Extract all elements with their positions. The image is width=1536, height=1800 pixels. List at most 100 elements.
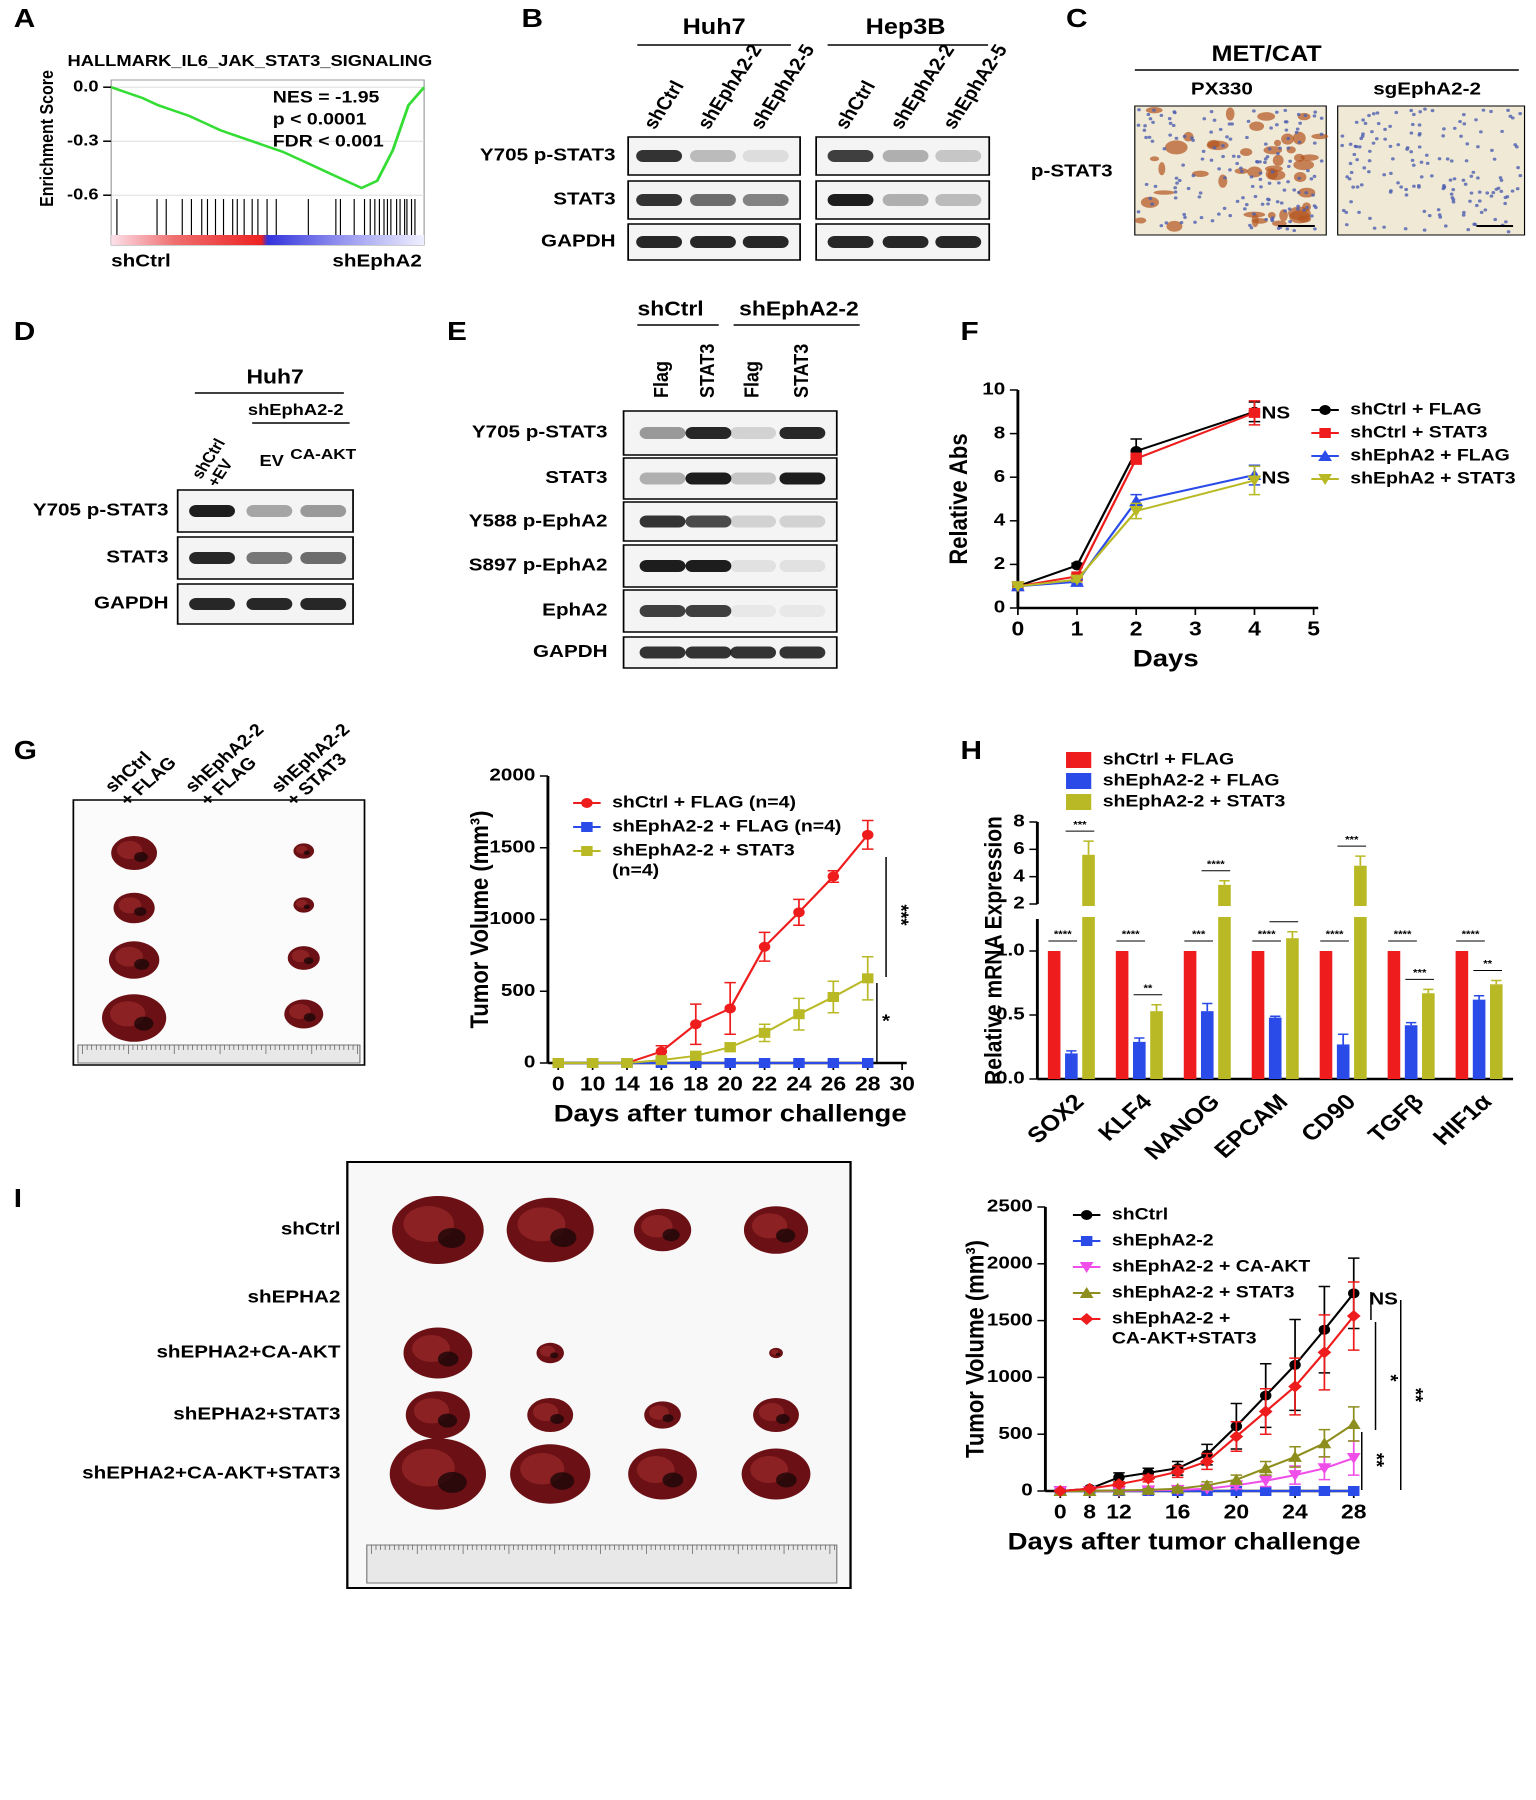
ihc-nucleus <box>1348 161 1353 166</box>
ihc-nucleus <box>1430 109 1435 113</box>
series-line <box>1017 474 1255 588</box>
legend-label: shEphA2-2 + CA-AKT+STAT3 <box>1112 1308 1257 1348</box>
ihc-nucleus <box>1412 112 1416 117</box>
ihc-nucleus <box>1209 158 1214 162</box>
ihc-nucleus <box>1259 185 1263 189</box>
error-bar <box>1083 840 1094 855</box>
x-tick-label: 16 <box>649 1073 675 1095</box>
ihc-nucleus <box>1466 228 1471 232</box>
ihc-nucleus <box>1462 210 1466 215</box>
ihc-nucleus <box>1312 141 1317 145</box>
y-tick-label: 1500 <box>987 1310 1033 1330</box>
x-tick-label: 24 <box>1282 1501 1308 1523</box>
group-label: shEPHA2 <box>248 1287 341 1307</box>
ihc-nucleus <box>1201 149 1206 153</box>
ihc-nucleus <box>1212 118 1217 122</box>
ihc-stain <box>1192 170 1209 177</box>
ihc-nucleus <box>1202 117 1207 121</box>
ihc-nucleus <box>1477 199 1482 203</box>
ihc-nucleus <box>1345 175 1350 179</box>
panel-letter: E <box>447 317 467 346</box>
annotation: NS <box>1369 1289 1398 1309</box>
blot-band <box>742 150 789 162</box>
y-axis-label: Tumor Volume (mm³) <box>467 811 495 1029</box>
ihc-nucleus <box>1150 202 1154 206</box>
ihc-nucleus <box>1230 122 1234 126</box>
group-label: Hep3B <box>866 15 946 39</box>
ihc-nucleus <box>1253 194 1258 199</box>
y-tick-label: 2 <box>1013 893 1024 913</box>
legend-marker <box>1319 405 1331 415</box>
ihc-nucleus <box>1477 190 1482 194</box>
error-bar <box>1491 979 1502 985</box>
bar <box>1286 938 1299 1079</box>
row-label: S897 p-EphA2 <box>469 555 608 575</box>
ihc-stain <box>1292 131 1306 145</box>
condition-label: sgEphA2-2 <box>1373 79 1481 99</box>
ihc-nucleus <box>1503 201 1507 206</box>
ihc-nucleus <box>1279 201 1284 205</box>
bar <box>1065 1053 1078 1079</box>
tumor-dark <box>550 1414 564 1424</box>
legend-label: shCtrl + STAT3 <box>1350 422 1487 442</box>
lane-label: Flag <box>650 361 673 398</box>
ihc-nucleus <box>1354 120 1359 124</box>
text-line: shCtrl <box>1112 1204 1168 1224</box>
series-line <box>558 977 869 1064</box>
ihc-nucleus <box>1222 206 1227 211</box>
x-tick-label: 2 <box>1130 618 1143 640</box>
legend-marker <box>581 846 593 856</box>
ihc-nucleus <box>1479 130 1483 134</box>
ruler <box>77 1044 361 1064</box>
ihc-nucleus <box>1179 221 1184 225</box>
tumor-dark <box>776 1414 790 1424</box>
ihc-nucleus <box>1294 130 1299 135</box>
blot-band <box>189 505 235 517</box>
ihc-nucleus <box>1363 121 1368 125</box>
point <box>1170 1482 1185 1494</box>
ihc-nucleus <box>1351 185 1355 189</box>
ihc-stain <box>1293 159 1315 171</box>
ihc-nucleus <box>1277 181 1281 185</box>
point <box>724 1042 736 1053</box>
rank-bar <box>111 235 425 245</box>
ihc-nucleus <box>1198 191 1203 195</box>
ihc-nucleus <box>1505 195 1510 199</box>
point <box>1317 1463 1332 1475</box>
x-axis-label: Days after tumor challenge <box>554 1101 907 1127</box>
blot-band <box>639 560 686 572</box>
point <box>690 1050 702 1061</box>
ihc-nucleus <box>1382 225 1386 229</box>
phenotype-label: shEphA2 <box>332 251 421 271</box>
ihc-stain <box>1225 107 1235 121</box>
blot-band <box>779 515 826 528</box>
legend-label: shCtrl + FLAG <box>1350 399 1481 419</box>
y-tick-label: 1000 <box>987 1366 1033 1386</box>
row-label: STAT3 <box>545 467 608 487</box>
ihc-nucleus <box>1417 133 1422 137</box>
point <box>1288 1450 1302 1462</box>
ihc-stain <box>1257 112 1276 121</box>
y-tick-label: 4 <box>1013 866 1025 886</box>
series-line <box>1017 479 1255 588</box>
ihc-nucleus <box>1388 124 1392 128</box>
text-line: CA-AKT+STAT3 <box>1112 1328 1257 1348</box>
significance-label: **** <box>1122 929 1141 940</box>
annotation: * <box>1379 1374 1402 1381</box>
series-line <box>1017 411 1255 588</box>
bar <box>1133 1041 1146 1079</box>
legend-marker <box>1319 428 1331 438</box>
ihc-nucleus <box>1472 222 1477 226</box>
significance-label: *** <box>1413 968 1427 979</box>
x-tick-label: NANOG <box>1140 1090 1226 1165</box>
blot-band <box>639 515 686 528</box>
ihc-nucleus <box>1312 174 1317 178</box>
annotation: *** <box>889 904 912 925</box>
row-label: EphA2 <box>542 600 607 620</box>
ihc-nucleus <box>1391 157 1395 161</box>
error-bar <box>1134 1037 1145 1042</box>
legend-marker <box>1318 474 1332 485</box>
y-tick-label: 1.0 <box>996 940 1025 960</box>
annotation: ** <box>1365 1453 1388 1467</box>
legend-marker <box>581 798 593 808</box>
